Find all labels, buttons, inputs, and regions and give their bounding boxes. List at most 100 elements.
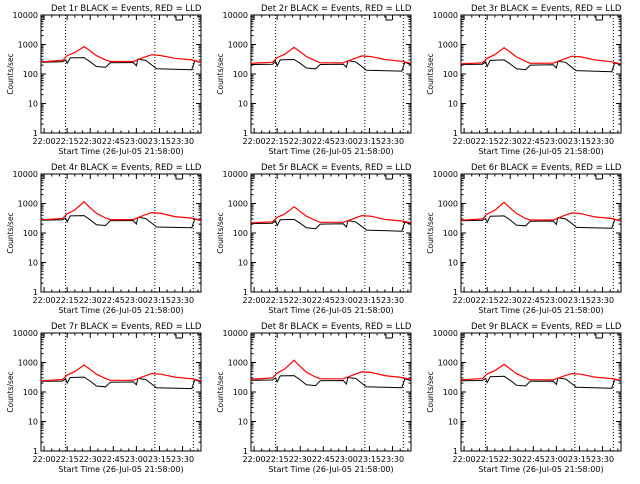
x-tick-label: 22:30 [499,137,522,146]
y-tick-label: 100 [23,388,38,397]
x-tick-label: 23:30 [591,296,614,305]
y-tick-label: 10 [28,259,38,268]
x-tick-label: 23:00 [125,455,148,464]
x-tick-label: 23:00 [335,455,358,464]
plot-frame [250,332,412,452]
plot-frame [460,14,622,134]
series-line-events [460,59,622,73]
y-tick-label: 1000 [18,200,38,209]
x-tick-label: 23:30 [591,455,614,464]
x-tick-label: 23:00 [545,455,568,464]
y-axis-label: Counts/sec [6,53,15,94]
y-tick-label: 1000 [18,41,38,50]
x-tick-label: 23:30 [171,137,194,146]
corner-marker [175,16,182,21]
x-tick-label: 23:00 [335,296,358,305]
x-tick-label: 22:45 [312,455,335,464]
y-tick-label: 10000 [433,329,458,338]
y-tick-label: 10000 [433,170,458,179]
x-tick-label: 22:45 [102,455,125,464]
corner-marker [385,334,392,339]
plot-title: Det 7r BLACK = Events, RED = LLD [51,322,202,332]
plot-frame [250,14,412,134]
x-tick-label: 22:00 [453,296,476,305]
x-tick-label: 22:30 [289,137,312,146]
x-tick-label: 23:30 [381,137,404,146]
x-tick-label: 23:00 [545,296,568,305]
corner-marker [595,334,602,339]
x-axis-label: Start Time (26-Jul-05 21:58:00) [478,147,603,156]
x-tick-label: 22:00 [243,137,266,146]
x-tick-label: 22:15 [266,296,289,305]
x-tick-label: 23:30 [381,455,404,464]
x-tick-label: 22:15 [476,455,499,464]
y-tick-label: 10000 [13,170,38,179]
y-tick-label: 10 [28,418,38,427]
x-tick-label: 23:15 [358,455,381,464]
x-axis-label: Start Time (26-Jul-05 21:58:00) [58,147,183,156]
x-axis-label: Start Time (26-Jul-05 21:58:00) [478,306,603,315]
y-tick-label: 1 [453,288,458,297]
y-tick-label: 10000 [223,11,248,20]
y-tick-label: 100 [233,70,248,79]
x-axis-label: Start Time (26-Jul-05 21:58:00) [268,147,393,156]
x-tick-label: 23:30 [591,137,614,146]
x-tick-label: 22:15 [266,455,289,464]
x-tick-label: 22:15 [56,137,79,146]
plot-title: Det 4r BLACK = Events, RED = LLD [51,163,202,173]
x-tick-label: 22:15 [56,296,79,305]
x-tick-label: 22:15 [56,455,79,464]
x-tick-label: 22:30 [79,296,102,305]
y-tick-label: 10000 [13,329,38,338]
series-line-events [250,375,412,389]
plot-frame [460,173,622,293]
y-tick-label: 100 [443,229,458,238]
x-tick-label: 22:30 [499,296,522,305]
corner-marker [385,175,392,180]
y-axis-label: Counts/sec [216,212,225,253]
series-line-lld [250,205,412,224]
x-tick-label: 22:30 [499,455,522,464]
plot-title: Det 8r BLACK = Events, RED = LLD [261,322,412,332]
x-tick-label: 22:00 [33,455,56,464]
y-tick-label: 10 [448,100,458,109]
x-axis-label: Start Time (26-Jul-05 21:58:00) [478,465,603,474]
x-tick-label: 22:00 [33,296,56,305]
series-line-events [460,375,622,389]
corner-marker [175,175,182,180]
plot-title: Det 6r BLACK = Events, RED = LLD [471,163,622,173]
corner-marker [175,334,182,339]
plot-title: Det 9r BLACK = Events, RED = LLD [471,322,622,332]
series-line-lld [460,363,622,381]
y-tick-label: 1 [243,288,248,297]
x-axis-label: Start Time (26-Jul-05 21:58:00) [268,465,393,474]
x-tick-label: 23:00 [125,296,148,305]
plot-title: Det 3r BLACK = Events, RED = LLD [471,4,622,14]
series-line-events [250,218,412,232]
plot-frame [250,173,412,293]
x-tick-label: 23:15 [568,137,591,146]
x-tick-label: 22:45 [102,296,125,305]
x-tick-label: 22:15 [266,137,289,146]
x-tick-label: 22:00 [243,455,266,464]
series-line-lld [250,359,412,381]
x-tick-label: 23:30 [381,296,404,305]
series-line-lld [250,46,412,64]
y-tick-label: 1000 [438,41,458,50]
y-axis-label: Counts/sec [426,53,435,94]
x-tick-label: 22:45 [522,137,545,146]
y-tick-label: 1 [33,288,38,297]
y-tick-label: 10000 [13,11,38,20]
series-line-events [250,58,412,72]
plot-frame [40,14,202,134]
x-tick-label: 22:00 [243,296,266,305]
y-tick-label: 1000 [228,200,248,209]
corner-marker [595,16,602,21]
series-line-events [40,57,202,71]
y-tick-label: 1 [243,447,248,456]
x-tick-label: 23:15 [358,137,381,146]
y-tick-label: 10 [448,418,458,427]
x-axis-label: Start Time (26-Jul-05 21:58:00) [268,306,393,315]
